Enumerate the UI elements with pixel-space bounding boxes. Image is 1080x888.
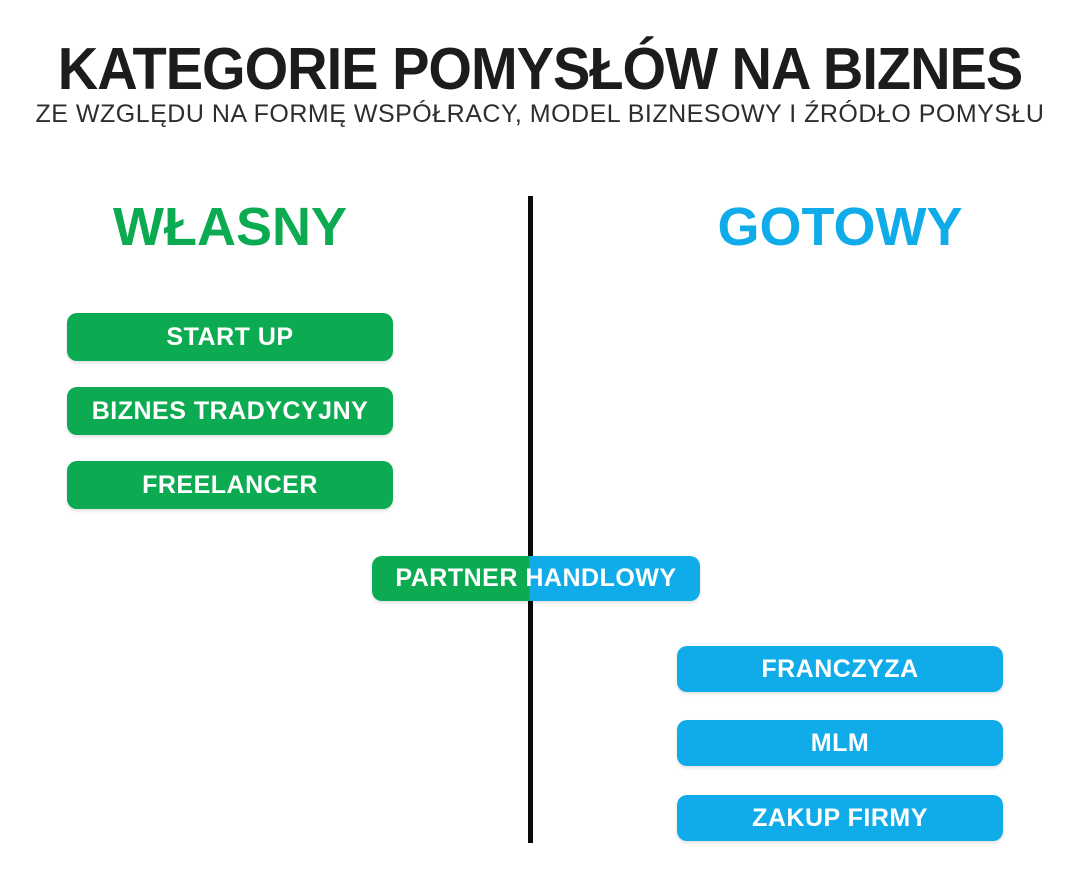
column-header-wlasny: WŁASNY xyxy=(113,197,347,257)
page-title: KATEGORIE POMYSŁÓW NA BIZNES xyxy=(57,35,1023,102)
category-box-mlm: MLM xyxy=(677,720,1003,766)
category-box-zakup-firmy: ZAKUP FIRMY xyxy=(677,795,1003,841)
category-box-biznes-tradycyjny: BIZNES TRADYCYJNY xyxy=(67,387,393,435)
column-header-gotowy: GOTOWY xyxy=(717,197,963,257)
category-box-start-up: START UP xyxy=(67,313,393,361)
vertical-divider-line xyxy=(528,196,533,843)
category-box-franczyza: FRANCZYZA xyxy=(677,646,1003,692)
page-subtitle: ZE WZGLĘDU NA FORMĘ WSPÓŁRACY, MODEL BIZ… xyxy=(35,100,1045,128)
category-box-partner-handlowy: PARTNER HANDLOWY xyxy=(372,556,700,601)
category-box-freelancer: FREELANCER xyxy=(67,461,393,509)
